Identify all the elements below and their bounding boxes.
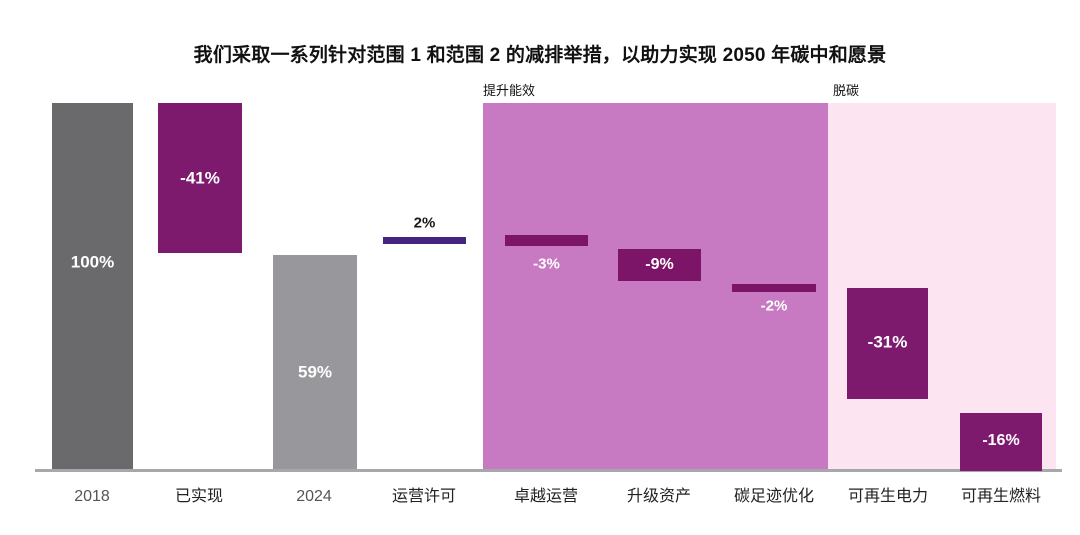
x-axis-line (35, 469, 1062, 472)
bar-footprint-optimization (732, 284, 816, 292)
x-axis-label-8: 可再生燃料 (960, 488, 1042, 505)
bar-operational-excellence-value-label: -3% (533, 255, 560, 273)
region-decarbonization-label: 脱碳 (833, 83, 860, 98)
bar-operating-permits (383, 237, 466, 244)
bar-2018-value-label: 100% (70, 252, 115, 272)
bar-renewable-fuels-value-label: -16% (982, 432, 1020, 449)
x-axis-label-7: 可再生电力 (847, 488, 929, 505)
x-axis-label-6: 碳足迹优化 (733, 488, 815, 505)
bar-footprint-optimization-value-label: -2% (760, 297, 788, 315)
x-axis-label-3: 运营许可 (391, 488, 457, 505)
bar-achieved-value-label: -41% (180, 168, 220, 188)
bar-2018 (52, 103, 133, 469)
region-energy-efficiency-label: 提升能效 (483, 83, 536, 98)
x-axis-label-2: 2024 (296, 488, 332, 505)
bar-asset-upgrades-value-label: -9% (645, 256, 674, 273)
bar-2024-value-label: 59% (297, 362, 333, 382)
x-axis-label-4: 卓越运营 (513, 488, 579, 505)
bar-operating-permits-value-label: 2% (413, 214, 436, 232)
x-axis-label-1: 已实现 (174, 488, 224, 505)
bar-renewable-fuels (960, 413, 1042, 471)
bar-achieved (158, 103, 242, 253)
bar-renewable-electricity-value-label: -31% (867, 332, 908, 352)
chart-title: 我们采取一系列针对范围 1 和范围 2 的减排举措，以助力实现 2050 年碳中… (193, 45, 887, 66)
region-decarbonization (828, 103, 1056, 469)
bar-asset-upgrades (618, 249, 701, 281)
x-axis-label-0: 2018 (74, 488, 110, 505)
bar-2024 (273, 255, 357, 469)
bar-operational-excellence (505, 235, 588, 246)
x-axis-label-5: 升级资产 (626, 488, 692, 505)
bar-renewable-electricity (847, 288, 928, 399)
